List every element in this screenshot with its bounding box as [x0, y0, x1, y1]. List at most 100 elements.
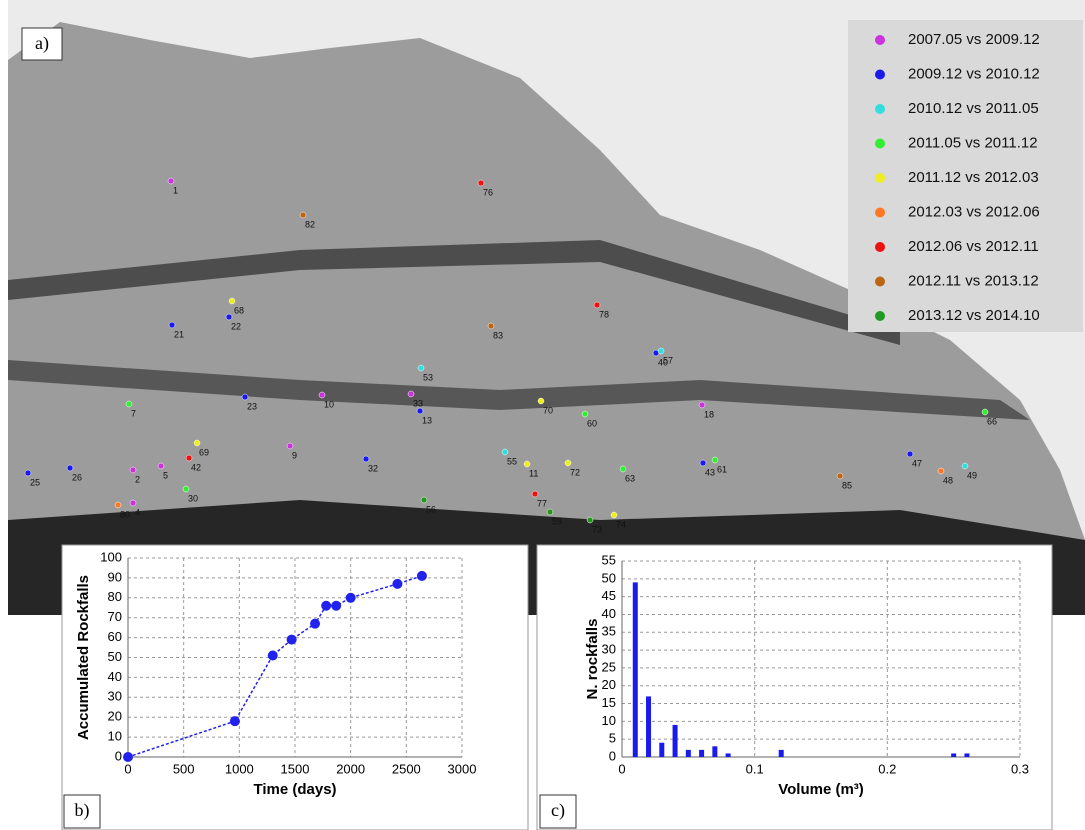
point-label: 13 — [422, 415, 432, 425]
y-tick-label: 20 — [108, 709, 122, 724]
y-tick-label: 25 — [602, 659, 616, 674]
point-label: 63 — [625, 473, 635, 483]
y-tick-label: 40 — [108, 669, 122, 684]
x-tick-label: 0.1 — [746, 761, 764, 776]
y-tick-label: 40 — [602, 606, 616, 621]
point-label: 60 — [587, 418, 597, 428]
point-label: 2 — [135, 474, 140, 484]
rockfall-point — [242, 394, 248, 400]
x-tick-label: 0.3 — [1011, 761, 1029, 776]
legend-marker — [875, 311, 885, 321]
panel-label: a) — [35, 33, 49, 54]
bar — [633, 582, 638, 757]
y-tick-label: 0 — [115, 748, 122, 763]
point-label: 22 — [231, 321, 241, 331]
rockfall-point — [126, 401, 132, 407]
rockfall-point — [115, 502, 121, 508]
bar — [659, 743, 664, 757]
legend-label: 2011.05 vs 2011.12 — [908, 134, 1038, 151]
x-tick-label: 3000 — [448, 761, 477, 776]
point-label: 69 — [199, 447, 209, 457]
rockfall-point — [168, 178, 174, 184]
data-point — [123, 752, 133, 762]
legend-label: 2007.05 vs 2009.12 — [908, 31, 1040, 48]
point-label: 76 — [483, 187, 493, 197]
legend-label: 2010.12 vs 2011.05 — [908, 100, 1039, 117]
x-tick-label: 0.2 — [878, 761, 896, 776]
bar — [673, 725, 678, 757]
data-point — [230, 716, 240, 726]
data-point — [417, 571, 427, 581]
point-label: 21 — [174, 329, 184, 339]
rockfall-point — [611, 512, 617, 518]
y-tick-label: 20 — [602, 677, 616, 692]
point-label: 59 — [552, 516, 562, 526]
point-label: 55 — [507, 456, 517, 466]
rockfall-point — [408, 391, 414, 397]
point-label: 26 — [72, 472, 82, 482]
rockfall-point — [186, 455, 192, 461]
y-tick-label: 45 — [602, 588, 616, 603]
legend-marker — [875, 139, 885, 149]
point-label: 82 — [305, 219, 315, 229]
y-tick-label: 30 — [108, 689, 122, 704]
rockfall-point — [582, 411, 588, 417]
rockfall-point — [418, 365, 424, 371]
x-axis-title: Time (days) — [253, 781, 336, 798]
y-tick-label: 50 — [108, 649, 122, 664]
rockfall-point — [594, 302, 600, 308]
point-label: 74 — [616, 519, 626, 529]
y-tick-label: 55 — [602, 552, 616, 567]
legend-label: 2009.12 vs 2010.12 — [908, 65, 1040, 82]
legend-label: 2012.11 vs 2013.12 — [908, 272, 1039, 289]
rockfall-point — [620, 466, 626, 472]
bar — [726, 753, 731, 757]
data-point — [310, 619, 320, 629]
y-tick-label: 100 — [100, 549, 122, 564]
x-axis-title: Volume (m³) — [778, 781, 864, 798]
legend-label: 2012.06 vs 2012.11 — [908, 238, 1039, 255]
legend-marker — [875, 104, 885, 114]
point-label: 80 — [120, 509, 130, 519]
point-label: 53 — [423, 372, 433, 382]
point-label: 47 — [912, 458, 922, 468]
y-tick-label: 10 — [602, 713, 616, 728]
y-tick-label: 70 — [108, 609, 122, 624]
data-point — [331, 601, 341, 611]
rockfall-point — [699, 402, 705, 408]
rockfall-point — [700, 460, 706, 466]
point-label: 30 — [188, 493, 198, 503]
point-label: 68 — [234, 305, 244, 315]
point-label: 11 — [529, 468, 538, 478]
point-label: 9 — [292, 450, 297, 460]
y-tick-label: 35 — [602, 624, 616, 639]
point-label: 70 — [543, 405, 553, 415]
rockfall-point — [488, 323, 494, 329]
y-tick-label: 5 — [609, 731, 616, 746]
legend-label: 2011.12 vs 2012.03 — [908, 169, 1039, 186]
point-label: 42 — [191, 462, 201, 472]
bar — [699, 750, 704, 757]
rockfall-point — [565, 460, 571, 466]
rockfall-point — [287, 443, 293, 449]
rockfall-point — [229, 298, 235, 304]
point-label: 73 — [592, 524, 602, 534]
point-label: 18 — [704, 409, 714, 419]
rockfall-point — [547, 509, 553, 515]
point-label: 23 — [247, 401, 257, 411]
data-point — [268, 651, 278, 661]
legend-marker — [875, 173, 885, 183]
y-tick-label: 30 — [602, 642, 616, 657]
figure: a) b) c) 2007.05 vs 2009.121101892543320… — [0, 0, 1085, 830]
bar — [646, 696, 651, 757]
rockfall-point — [194, 440, 200, 446]
data-point — [346, 593, 356, 603]
point-label: 1 — [173, 185, 178, 195]
legend-marker — [875, 208, 885, 218]
point-label: 32 — [368, 463, 378, 473]
y-tick-label: 15 — [602, 695, 616, 710]
rockfall-point — [169, 322, 175, 328]
data-point — [287, 635, 297, 645]
rockfall-point — [319, 392, 325, 398]
rockfall-point — [67, 465, 73, 471]
